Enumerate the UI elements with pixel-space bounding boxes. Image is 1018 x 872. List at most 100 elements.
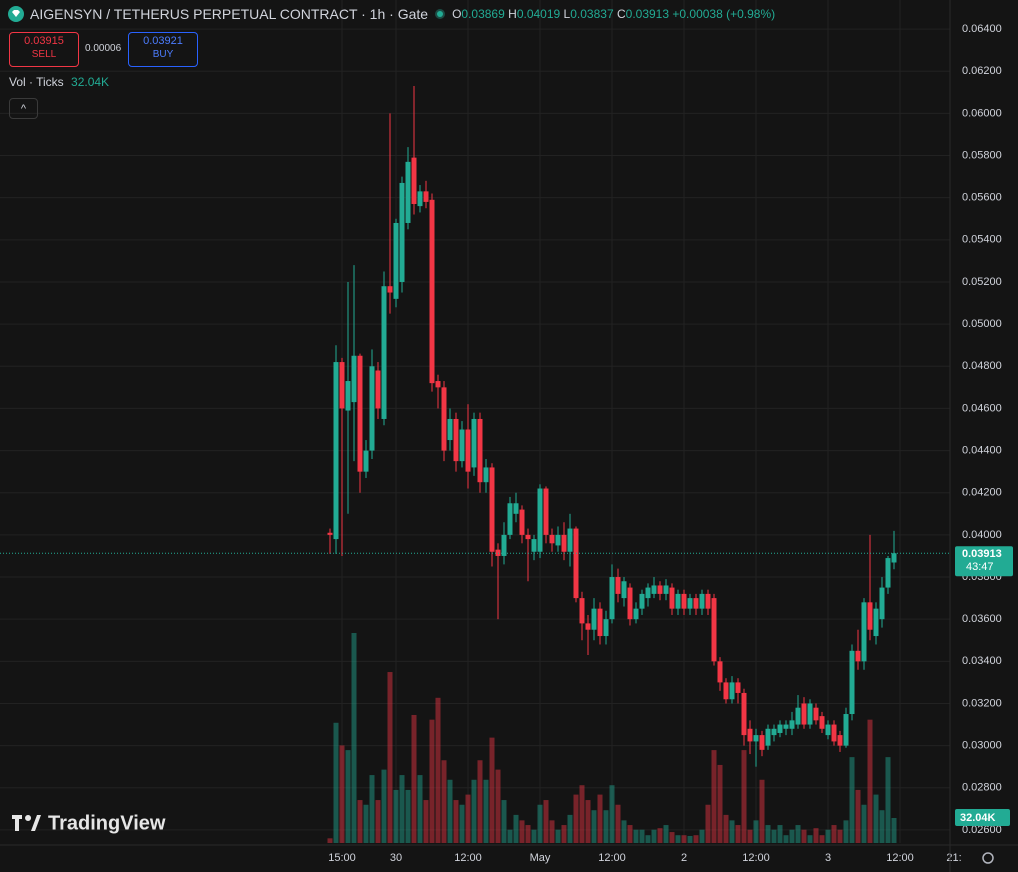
volume-bar	[879, 810, 885, 843]
candle-body	[645, 587, 651, 599]
candle-body	[387, 286, 393, 293]
sell-price: 0.03915	[24, 35, 64, 47]
candle-body	[549, 534, 555, 544]
ohlc-label: H	[508, 7, 517, 21]
candle-body	[327, 532, 333, 535]
candle-body	[543, 488, 549, 535]
volume-bar	[339, 745, 345, 843]
candle-body	[741, 692, 747, 736]
candle-body	[423, 191, 429, 202]
volume-bar	[585, 800, 591, 843]
volume-bar	[555, 829, 561, 843]
ohlc-label: O	[452, 7, 462, 21]
candle-body	[657, 585, 663, 594]
candle-body	[339, 362, 345, 409]
symbol-icon	[8, 6, 24, 22]
candle-body	[825, 724, 831, 736]
candle-body	[447, 418, 453, 441]
volume-bar	[783, 835, 789, 843]
collapse-button[interactable]: ^	[9, 98, 38, 119]
x-tick-label: May	[530, 852, 551, 864]
candle-body	[597, 608, 603, 637]
volume-bar	[489, 737, 495, 843]
candle-body	[615, 577, 621, 594]
candle-body	[561, 534, 567, 552]
status-dot	[435, 9, 446, 19]
symbol-title[interactable]: AIGENSYN / TETHERUS PERPETUAL CONTRACT ·…	[30, 6, 429, 22]
volume-bar	[717, 764, 723, 843]
x-tick-label: 12:00	[454, 852, 482, 864]
volume-bar	[417, 775, 423, 843]
y-tick-label: 0.06400	[962, 23, 1002, 35]
volume-bar	[381, 769, 387, 843]
volume-bar	[705, 804, 711, 843]
volume-bar	[819, 835, 825, 843]
candle-body	[873, 608, 879, 637]
buy-button[interactable]: 0.03921 BUY	[128, 32, 198, 67]
candle-body	[453, 418, 459, 462]
candle-body	[735, 682, 741, 693]
candle-body	[333, 362, 339, 540]
candle-body	[759, 735, 765, 750]
candle-body	[813, 707, 819, 721]
volume-bar	[681, 835, 687, 843]
volume-bar	[699, 829, 705, 843]
volume-bar	[423, 800, 429, 843]
y-tick-label: 0.05000	[962, 318, 1002, 330]
y-tick-label: 0.05400	[962, 234, 1002, 246]
candle-body	[351, 355, 357, 403]
volume-bar	[543, 800, 549, 843]
candle-body	[777, 724, 783, 733]
volume-bar	[537, 804, 543, 843]
volume-bar	[669, 832, 675, 843]
volume-bar	[849, 757, 855, 843]
change: +0.00038 (+0.98%)	[672, 7, 776, 21]
volume-bar	[777, 825, 783, 843]
volume-bar	[723, 814, 729, 843]
volume-bar	[477, 760, 483, 843]
spread: 0.00006	[85, 43, 122, 54]
candle-body	[855, 650, 861, 662]
volume-legend: Vol · Ticks 32.04K	[9, 75, 109, 89]
logo-mark	[12, 815, 41, 831]
volume-bar	[579, 785, 585, 843]
volume-bar	[429, 719, 435, 843]
brand: TradingView	[48, 812, 166, 834]
candle-body	[675, 593, 681, 609]
volume-bar	[603, 810, 609, 843]
header: AIGENSYN / TETHERUS PERPETUAL CONTRACT ·…	[8, 6, 775, 22]
y-tick-label: 0.03400	[962, 655, 1002, 667]
x-tick-label: 30	[390, 852, 402, 864]
volume-bar	[843, 820, 849, 843]
volume-bar	[609, 785, 615, 843]
volume-bar	[651, 829, 657, 843]
sell-button[interactable]: 0.03915 SELL	[9, 32, 79, 67]
volume-bar	[801, 829, 807, 843]
candle-body	[489, 467, 495, 552]
volume-bar	[831, 825, 837, 843]
candle-body	[885, 558, 891, 588]
candle-body	[843, 714, 849, 746]
y-tick-label: 0.05600	[962, 192, 1002, 204]
candle-body	[369, 366, 375, 451]
settings-icon[interactable]	[982, 852, 994, 864]
candle-body	[393, 222, 399, 299]
x-tick-label: 2	[681, 852, 687, 864]
candle-body	[879, 587, 885, 620]
candle-body	[501, 534, 507, 556]
candle-body	[531, 539, 537, 552]
open-value: 0.03869	[461, 7, 505, 21]
volume-title: Vol · Ticks	[9, 75, 64, 89]
candle-body	[591, 608, 597, 630]
candle-body	[717, 661, 723, 683]
y-tick-label: 0.04200	[962, 487, 1002, 499]
volume-bar	[459, 804, 465, 843]
volume-bar	[507, 829, 513, 843]
volume-bar	[501, 800, 507, 843]
volume-bar	[411, 714, 417, 843]
volume-bar	[693, 835, 699, 843]
volume-bar	[399, 775, 405, 843]
y-tick-label: 0.04800	[962, 360, 1002, 372]
volume-bar	[375, 800, 381, 843]
